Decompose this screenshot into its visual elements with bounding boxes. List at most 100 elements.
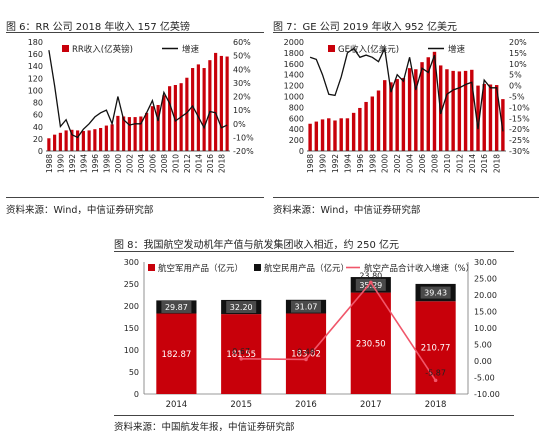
fig6-bar	[53, 134, 57, 151]
fig7-bar	[501, 99, 505, 151]
fig8-left-tick-label: 50	[129, 368, 139, 377]
fig7-bar	[482, 83, 486, 151]
fig8-growth-data-label: 0.67	[232, 347, 250, 356]
fig7-left-tick-label: 1400	[284, 71, 304, 80]
fig8-legend-growth-label: 航空产品合计收入增速（%）	[364, 263, 474, 274]
fig8-source-rule	[114, 415, 514, 416]
fig7-x-tick-label: 2012	[455, 154, 464, 173]
fig6-right-tick-label: 30%	[233, 79, 251, 88]
fig7-bar	[494, 85, 499, 151]
fig7-legend-bar-label: GE收入(亿美元)	[338, 44, 399, 55]
fig8-right-tick-label: -5.00	[474, 374, 495, 383]
fig6-chart: 0 20 40 60 80 100 120 140 160 180 -20% -10% 0% 10% 20%…	[28, 38, 254, 173]
fig7-bar	[364, 101, 368, 151]
fig6-left-tick-label: 100	[28, 86, 43, 95]
fig6-x-tick-label: 2014	[194, 154, 203, 173]
fig8-growth-data-label: 23.80	[359, 271, 382, 280]
fig6-x-tick-label: 1988	[45, 154, 54, 173]
fig7-title: 图 7：GE 公司 2019 年收入 952 亿美元	[273, 22, 458, 33]
fig8-legend-civil-label: 航空民用产品（亿元）	[264, 263, 349, 274]
fig8-military-data-label: 181.55	[226, 350, 256, 360]
fig8-military-data-label: 230.50	[356, 339, 386, 349]
fig7-legend-bar-swatch	[328, 45, 335, 52]
fig6-bar	[76, 130, 80, 151]
fig7-title-rule	[273, 32, 539, 33]
fig6-x-tick-label: 2006	[148, 154, 157, 173]
fig7-x-tick-label: 2000	[381, 154, 390, 173]
fig6-bar	[104, 125, 108, 151]
fig8-civil-label-box	[226, 301, 257, 314]
fig6-x-tick-label: 1994	[79, 154, 88, 173]
fig6-x-tick-label: 2002	[125, 154, 134, 173]
fig6-bar	[196, 64, 200, 151]
fig8-military-bar	[415, 301, 456, 394]
fig6-bar	[81, 131, 85, 151]
fig7-bar	[457, 71, 462, 151]
fig7-bar	[401, 77, 406, 151]
fig6-bar	[191, 68, 195, 151]
fig8-left-tick-label: 200	[124, 302, 139, 311]
fig6-left-tick-label: 60	[33, 111, 43, 120]
fig7-x-tick-label: 1992	[331, 154, 340, 173]
fig8-category-label: 2015	[230, 400, 252, 410]
fig6-legend-bar-swatch	[62, 45, 69, 52]
fig7-right-tick-label: -5%	[509, 93, 525, 102]
fig6-x-tick-label: 1992	[68, 154, 77, 173]
fig6-bar	[133, 117, 137, 151]
fig6-right-tick-label: -10%	[233, 133, 254, 142]
fig7-right-tick-label: -20%	[509, 125, 530, 134]
fig6-growth-line	[48, 50, 228, 139]
fig7-left-tick-label: 1000	[284, 93, 304, 102]
fig6-right-tick-label: 10%	[233, 106, 251, 115]
fig7-left-tick-label: 1600	[284, 60, 304, 69]
fig6-x-tick-label: 1996	[91, 154, 100, 173]
fig7-bar	[420, 62, 424, 151]
fig7-left-tick-label: 1800	[284, 49, 304, 58]
fig7-bar	[463, 70, 468, 151]
fig7-x-tick-label: 2004	[406, 154, 415, 173]
fig6-title: 图 6：RR 公司 2018 年收入 157 亿英镑	[6, 22, 190, 33]
fig6-x-tick-label: 2016	[206, 154, 215, 173]
fig8-legend-civil-swatch	[254, 264, 261, 271]
fig6-title-rule	[6, 32, 264, 33]
fig8-right-tick-label: 30.00	[474, 258, 497, 267]
fig8-civil-data-label: 29.87	[165, 303, 188, 312]
fig7-left-tick-label: 200	[289, 136, 304, 145]
fig6-bar	[122, 116, 126, 151]
fig7-bar	[432, 51, 437, 151]
fig6-bar	[93, 129, 97, 151]
fig7-x-tick-label: 1998	[368, 154, 377, 173]
fig7-right-tick-label: -10%	[509, 103, 530, 112]
fig8-growth-line	[241, 281, 437, 381]
fig8-left-tick-label: 0	[134, 390, 139, 399]
fig6-bar	[208, 60, 212, 151]
fig7-growth-line	[309, 46, 504, 132]
fig6-bar	[156, 104, 160, 151]
fig7-right-tick-label: -15%	[509, 114, 530, 123]
fig7-x-tick-label: 1994	[343, 154, 352, 173]
fig8-category-label: 2018	[425, 400, 447, 410]
fig7-x-tick-label: 2010	[443, 154, 452, 173]
fig6-bar	[127, 117, 131, 151]
fig8-left-tick-label: 300	[124, 258, 139, 267]
fig6-bar	[145, 112, 149, 151]
fig8-chart: 0 50 100 150 200 250 300 -10.00 -5.00 0.00 5.00 10.…	[124, 258, 500, 410]
fig8-right-tick-label: -10.00	[474, 390, 500, 399]
fig6-bar	[162, 95, 166, 151]
fig6-x-tick-label: 2008	[160, 154, 169, 173]
fig6-right-tick-label: 0%	[233, 120, 246, 129]
fig7-bar	[351, 112, 356, 151]
fig8-category-label: 2016	[295, 400, 317, 410]
fig6-bar	[202, 68, 206, 151]
fig8-title-rule	[114, 251, 514, 252]
fig8-left-tick-label: 250	[124, 280, 139, 289]
fig6-bar	[168, 86, 172, 151]
fig7-x-tick-label: 2002	[393, 154, 402, 173]
fig6-bar	[150, 106, 154, 151]
fig8-right-tick-label: 0.00	[474, 357, 492, 366]
fig6-left-tick-label: 40	[33, 123, 43, 132]
fig8-civil-label-box	[355, 278, 386, 291]
fig7-bar	[414, 69, 418, 151]
fig6-left-tick-label: 140	[28, 62, 43, 71]
fig6-bar	[185, 77, 189, 151]
